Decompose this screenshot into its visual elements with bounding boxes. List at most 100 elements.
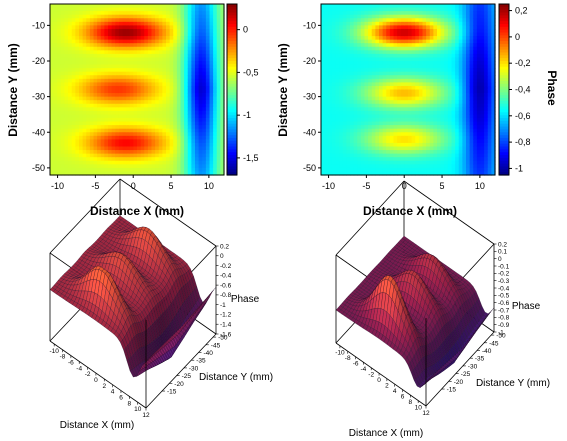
colorbar-segment (499, 66, 509, 71)
heatmap-cell (379, 110, 384, 116)
colorbar-segment (499, 166, 509, 170)
heatmap-cell (216, 118, 221, 123)
heatmap-cell (353, 142, 358, 148)
heatmap-cell (364, 125, 369, 130)
heatmap-cell (426, 64, 431, 69)
heatmap-cell (350, 114, 355, 119)
heatmap-cell (422, 50, 427, 55)
heatmap-cell (147, 64, 153, 69)
heatmap-cell (191, 85, 196, 91)
heatmap-cell (104, 4, 109, 9)
heatmap-cell (353, 36, 358, 41)
heatmap-cell (368, 139, 373, 144)
heatmap-cell (455, 157, 460, 162)
heatmap-cell (115, 53, 120, 59)
heatmap-cell (86, 57, 91, 62)
heatmap-cell (411, 160, 416, 165)
heatmap-cell (389, 82, 395, 87)
heatmap-cell (469, 25, 474, 30)
heatmap-cell (108, 139, 113, 144)
heatmap-cell (133, 142, 138, 148)
heatmap-cell (75, 50, 80, 55)
heatmap-cell (89, 28, 95, 34)
heatmap-cell (375, 61, 380, 66)
heatmap-cell (447, 57, 453, 62)
heatmap-cell (473, 135, 478, 140)
heatmap-cell (129, 142, 134, 148)
heatmap-cell (469, 61, 474, 66)
colorbar-segment (227, 132, 237, 136)
heatmap-cell (184, 114, 189, 119)
heatmap-cell (328, 160, 333, 165)
heatmap-cell (82, 14, 87, 19)
heatmap-cell (335, 64, 340, 69)
heatmap-cell (393, 142, 398, 148)
heatmap-cell (350, 14, 355, 19)
heatmap-cell (473, 11, 478, 16)
heatmap-cell (82, 139, 87, 144)
heatmap-cell (97, 14, 102, 19)
heatmap-cell (476, 46, 482, 51)
heatmap-cell (140, 82, 145, 87)
heatmap-cell (60, 103, 66, 108)
heatmap-cell (79, 107, 84, 112)
heatmap-cell (195, 171, 200, 176)
heatmap-cell (202, 110, 207, 116)
heatmap-cell (89, 135, 95, 140)
heatmap-cell (205, 157, 211, 162)
heatmap-cell (198, 100, 203, 105)
heatmap-cell (89, 128, 95, 133)
heatmap-cell (469, 57, 474, 62)
heatmap-cell (205, 4, 211, 9)
heatmap-cell (360, 68, 366, 73)
heatmap-cell (97, 4, 102, 9)
heatmap-cell (158, 153, 163, 158)
heatmap-cell (108, 107, 113, 112)
heatmap-cell (108, 14, 113, 19)
heatmap-cell (158, 96, 163, 101)
x-tick-label: -10 (51, 181, 64, 191)
heatmap-cell (202, 118, 207, 123)
heatmap-cell (57, 167, 62, 173)
heatmap-cell (205, 78, 211, 83)
heatmap-cell (364, 121, 369, 126)
heatmap-cell (89, 103, 95, 108)
heatmap-cell (353, 150, 358, 155)
heatmap-cell (144, 28, 149, 34)
heatmap-cell (375, 4, 380, 9)
heatmap-cell (397, 146, 402, 151)
heatmap-cell (180, 7, 185, 12)
heatmap-cell (57, 32, 62, 37)
heatmap-cell (111, 128, 116, 133)
heatmap-cell (216, 4, 221, 9)
heatmap-cell (404, 11, 409, 16)
heatmap-cell (321, 135, 326, 140)
heatmap-cell (198, 82, 203, 87)
heatmap-cell (458, 43, 463, 48)
heatmap-cell (404, 71, 409, 76)
heatmap-cell (140, 93, 145, 98)
heatmap-cell (426, 146, 431, 151)
heatmap-cell (393, 18, 398, 23)
heatmap-cell (389, 125, 395, 130)
heatmap-cell (335, 78, 340, 83)
heatmap-cell (126, 46, 131, 51)
heatmap-cell (342, 132, 347, 137)
heatmap-cell (169, 139, 174, 144)
heatmap-cell (426, 118, 431, 123)
colorbar-segment (227, 157, 237, 162)
heatmap-cell (122, 153, 127, 158)
heatmap-cell (118, 121, 124, 126)
heatmap-cell (64, 75, 69, 80)
heatmap-cell (397, 150, 402, 155)
heatmap-cell (371, 82, 376, 87)
heatmap-cell (60, 142, 66, 148)
heatmap-cell (213, 68, 218, 73)
heatmap-cell (466, 118, 471, 123)
heatmap-cell (458, 28, 463, 34)
heatmap-cell (321, 164, 326, 169)
heatmap-cell (404, 18, 409, 23)
heatmap-cell (144, 110, 149, 116)
heatmap-cell (220, 75, 225, 80)
heatmap-cell (129, 61, 134, 66)
